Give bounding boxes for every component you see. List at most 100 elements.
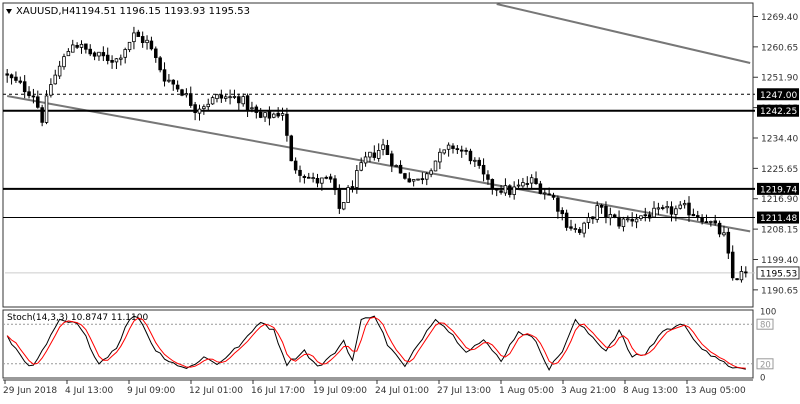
candle-body: [617, 216, 621, 227]
candle-body: [416, 178, 420, 181]
level-price-label: 1247.00: [760, 91, 797, 101]
candle-body: [739, 271, 744, 281]
candle-body: [700, 217, 704, 223]
time-tick-label: 8 Aug 13:00: [623, 386, 678, 396]
candle-body: [678, 204, 683, 209]
candle-body: [254, 106, 259, 113]
candle-body: [368, 151, 372, 158]
price-tick-label: 1234.40: [761, 134, 798, 144]
candle-body: [333, 178, 337, 191]
candle-body: [302, 176, 307, 178]
candle-body: [289, 135, 294, 162]
candle-body: [713, 220, 717, 224]
candle-body: [79, 43, 84, 48]
candle-body: [473, 159, 477, 162]
candle-body: [411, 179, 416, 182]
candle-body: [442, 149, 446, 154]
candle-body: [372, 152, 377, 158]
candle-body: [350, 186, 355, 189]
candle-body: [551, 195, 556, 198]
candle-body: [272, 113, 276, 118]
candle-body: [92, 52, 97, 57]
candle-body: [525, 183, 530, 185]
candle-body: [381, 144, 385, 150]
candle-body: [167, 79, 171, 82]
price-tick-label: 1199.40: [761, 256, 798, 266]
stoch-level-tag: [756, 358, 774, 370]
level-price-label: 1211.48: [760, 214, 797, 224]
candle-body: [307, 176, 311, 179]
candle-body: [674, 208, 678, 215]
candle-body: [599, 204, 604, 208]
candle-body: [709, 221, 713, 223]
candle-body: [595, 205, 599, 220]
candle-body: [140, 36, 145, 44]
trendline[interactable]: [496, 3, 751, 64]
candle-body: [315, 177, 320, 184]
candle-body: [62, 56, 66, 68]
candle-body: [429, 170, 433, 175]
level-price-tag: [757, 104, 799, 117]
candle-body: [53, 74, 58, 85]
time-tick-label: 16 Jul 17:00: [251, 386, 305, 396]
candle-body: [202, 106, 206, 110]
candle-body: [420, 178, 425, 181]
price-tick-label: 1216.90: [761, 195, 798, 205]
stoch-lines-layer: [6, 315, 746, 371]
candle-body: [228, 96, 232, 99]
candle-body: [451, 145, 455, 149]
time-tick-label: 29 Jun 2018: [3, 386, 57, 396]
trendline[interactable]: [7, 95, 751, 233]
candle-body: [180, 89, 184, 96]
level-price-label: 1219.74: [760, 185, 797, 195]
stoch-tick-label: 80: [760, 321, 771, 331]
candle-body: [390, 153, 394, 166]
level-tags-layer: 1247.00 1242.25 1219.74 1211.48 1195.53: [756, 88, 800, 280]
candle-body: [604, 206, 608, 218]
candle-body: [433, 160, 438, 172]
candle-body: [276, 112, 280, 117]
candle-body: [97, 51, 101, 57]
candle-body: [643, 214, 648, 217]
candle-body: [40, 107, 44, 123]
candle-body: [560, 210, 565, 215]
candle-body: [119, 57, 123, 60]
candle-body: [210, 97, 215, 105]
candle-body: [57, 65, 62, 77]
candle-body: [586, 217, 591, 223]
chart-header: XAUUSD,H4 1194.51 1196.15 1193.93 1195.5…: [6, 6, 250, 17]
candle-body: [184, 93, 189, 96]
price-tick-label: 1260.65: [761, 43, 798, 53]
candle-body: [66, 51, 71, 57]
candle-body: [31, 95, 36, 98]
candle-body: [730, 251, 735, 279]
candle-body: [206, 103, 210, 108]
candle-body: [512, 186, 516, 195]
candle-body: [324, 176, 328, 179]
candle-body: [490, 179, 495, 189]
candle-body: [717, 222, 722, 235]
candle-body: [744, 271, 748, 274]
candle-body: [591, 216, 595, 220]
candle-body: [280, 113, 285, 116]
symbol-dropdown-icon[interactable]: [6, 9, 12, 14]
candle-body: [36, 96, 40, 108]
candle-body: [538, 183, 543, 194]
candle-body: [534, 178, 538, 185]
candle-body: [726, 231, 731, 254]
candle-body: [564, 212, 569, 228]
candle-body: [105, 54, 110, 61]
stoch-levels-layer: [3, 323, 755, 365]
current-price-label: 1195.53: [760, 269, 797, 279]
candle-body: [503, 185, 508, 194]
candle-body: [49, 84, 53, 96]
candle-body: [298, 169, 302, 176]
candle-body: [328, 176, 333, 180]
candle-body: [263, 112, 267, 118]
candle-body: [630, 218, 634, 222]
main-panel-frame: [2, 2, 754, 308]
candle-body: [376, 150, 381, 159]
candle-body: [132, 32, 136, 43]
